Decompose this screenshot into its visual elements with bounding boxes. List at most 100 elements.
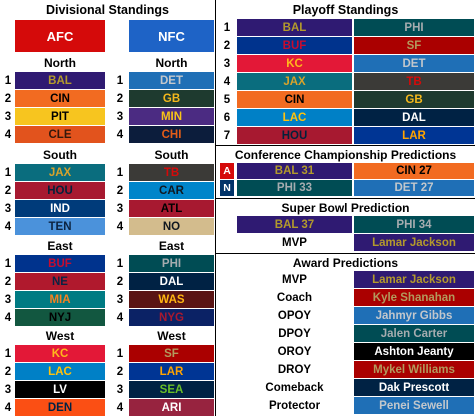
afc-team-cell: NYJ — [15, 309, 105, 326]
afc-team-cell: JAX — [15, 164, 105, 181]
playoff-nfc-team: SF — [354, 37, 474, 54]
award-label: Protector — [268, 399, 321, 412]
nfc-rank-number: 3 — [116, 202, 124, 215]
playoff-seed-number: 1 — [223, 21, 231, 34]
playoff-seed-number: 4 — [223, 75, 231, 88]
nfc-team-cell: WAS — [129, 291, 214, 308]
afc-team-cell: TEN — [15, 218, 105, 235]
nfc-team-cell: GB — [129, 90, 214, 107]
afc-rank-number: 4 — [4, 311, 12, 324]
afc-rank-number: 3 — [4, 293, 12, 306]
award-label: OROY — [277, 345, 312, 358]
afc-team-cell: HOU — [15, 182, 105, 199]
super-bowl-mvp-label: MVP — [282, 236, 307, 249]
conference-divider-top — [216, 145, 475, 146]
afc-team-cell: PIT — [15, 108, 105, 125]
playoff-standings-title: Playoff Standings — [292, 2, 399, 17]
nfc-team-cell: DET — [129, 72, 214, 89]
afc-team-cell: IND — [15, 200, 105, 217]
division-header-afc: North — [44, 55, 76, 70]
afc-rank-number: 1 — [4, 347, 12, 360]
conference-tag: A — [220, 163, 234, 179]
nfc-team-cell: NYG — [129, 309, 214, 326]
afc-rank-number: 2 — [4, 365, 12, 378]
division-header-nfc: West — [157, 328, 186, 343]
afc-rank-number: 2 — [4, 92, 12, 105]
award-winner: Kyle Shanahan — [354, 289, 474, 306]
award-label: MVP — [282, 273, 307, 286]
playoff-nfc-team: TB — [354, 73, 474, 90]
award-winner: Ashton Jeanty — [354, 343, 474, 360]
divisional-standings-title: Divisional Standings — [46, 2, 169, 17]
nfc-rank-number: 4 — [116, 220, 124, 233]
conference-left-score: BAL 31 — [237, 163, 352, 179]
playoff-nfc-team: LAR — [354, 127, 474, 144]
nfc-team-cell: NO — [129, 218, 214, 235]
award-winner: Lamar Jackson — [354, 271, 474, 288]
division-header-afc: South — [43, 147, 77, 162]
nfc-team-cell: ARI — [129, 399, 214, 416]
nfc-rank-number: 2 — [116, 275, 124, 288]
panel-divider — [215, 0, 216, 416]
playoff-afc-team: BAL — [237, 19, 352, 36]
nfc-header: NFC — [129, 20, 214, 52]
afc-rank-number: 3 — [4, 110, 12, 123]
superbowl-divider-top — [216, 198, 475, 199]
nfc-rank-number: 3 — [116, 293, 124, 306]
playoff-afc-team: BUF — [237, 37, 352, 54]
award-winner: Jalen Carter — [354, 325, 474, 342]
afc-rank-number: 4 — [4, 401, 12, 414]
playoff-nfc-team: PHI — [354, 19, 474, 36]
super-bowl-right-score: PHI 34 — [354, 216, 474, 233]
playoff-seed-number: 7 — [223, 129, 231, 142]
division-header-afc: West — [45, 328, 75, 343]
nfc-team-cell: SF — [129, 345, 214, 362]
playoff-afc-team: HOU — [237, 127, 352, 144]
afc-rank-number: 1 — [4, 74, 12, 87]
award-winner: Jahmyr Gibbs — [354, 307, 474, 324]
division-header-nfc: North — [155, 55, 188, 70]
afc-rank-number: 1 — [4, 257, 12, 270]
afc-team-cell: MIA — [15, 291, 105, 308]
division-header-nfc: East — [158, 238, 185, 253]
award-label: DROY — [277, 363, 312, 376]
afc-rank-number: 1 — [4, 166, 12, 179]
afc-header: AFC — [15, 20, 105, 52]
playoff-seed-number: 2 — [223, 39, 231, 52]
afc-team-cell: LV — [15, 381, 105, 398]
conference-right-score: DET 27 — [354, 180, 474, 196]
afc-team-cell: CIN — [15, 90, 105, 107]
nfc-rank-number: 1 — [116, 74, 124, 87]
afc-team-cell: NE — [15, 273, 105, 290]
nfc-rank-number: 2 — [116, 365, 124, 378]
playoff-afc-team: KC — [237, 55, 352, 72]
playoff-nfc-team: DET — [354, 55, 474, 72]
afc-rank-number: 4 — [4, 220, 12, 233]
award-predictions-title: Award Predictions — [292, 255, 399, 270]
nfc-rank-number: 2 — [116, 184, 124, 197]
afc-rank-number: 3 — [4, 202, 12, 215]
award-winner: Mykel Williams — [354, 361, 474, 378]
afc-team-cell: BUF — [15, 255, 105, 272]
playoff-afc-team: JAX — [237, 73, 352, 90]
playoff-nfc-team: GB — [354, 91, 474, 108]
award-winner: Penei Sewell — [354, 397, 474, 414]
playoff-afc-team: CIN — [237, 91, 352, 108]
conference-right-score: CIN 27 — [354, 163, 474, 179]
nfc-rank-number: 4 — [116, 311, 124, 324]
afc-rank-number: 3 — [4, 383, 12, 396]
nfc-rank-number: 1 — [116, 166, 124, 179]
playoff-nfc-team: DAL — [354, 109, 474, 126]
afc-rank-number: 2 — [4, 184, 12, 197]
super-bowl-title: Super Bowl Prediction — [281, 200, 410, 215]
division-header-nfc: South — [154, 147, 189, 162]
conference-championship-title: Conference Championship Predictions — [234, 147, 457, 162]
award-winner: Dak Prescott — [354, 379, 474, 396]
nfc-rank-number: 3 — [116, 383, 124, 396]
division-header-afc: East — [47, 238, 73, 253]
nfc-rank-number: 3 — [116, 110, 124, 123]
nfc-rank-number: 2 — [116, 92, 124, 105]
afc-team-cell: DEN — [15, 399, 105, 416]
awards-divider-top — [216, 253, 475, 254]
afc-team-cell: BAL — [15, 72, 105, 89]
